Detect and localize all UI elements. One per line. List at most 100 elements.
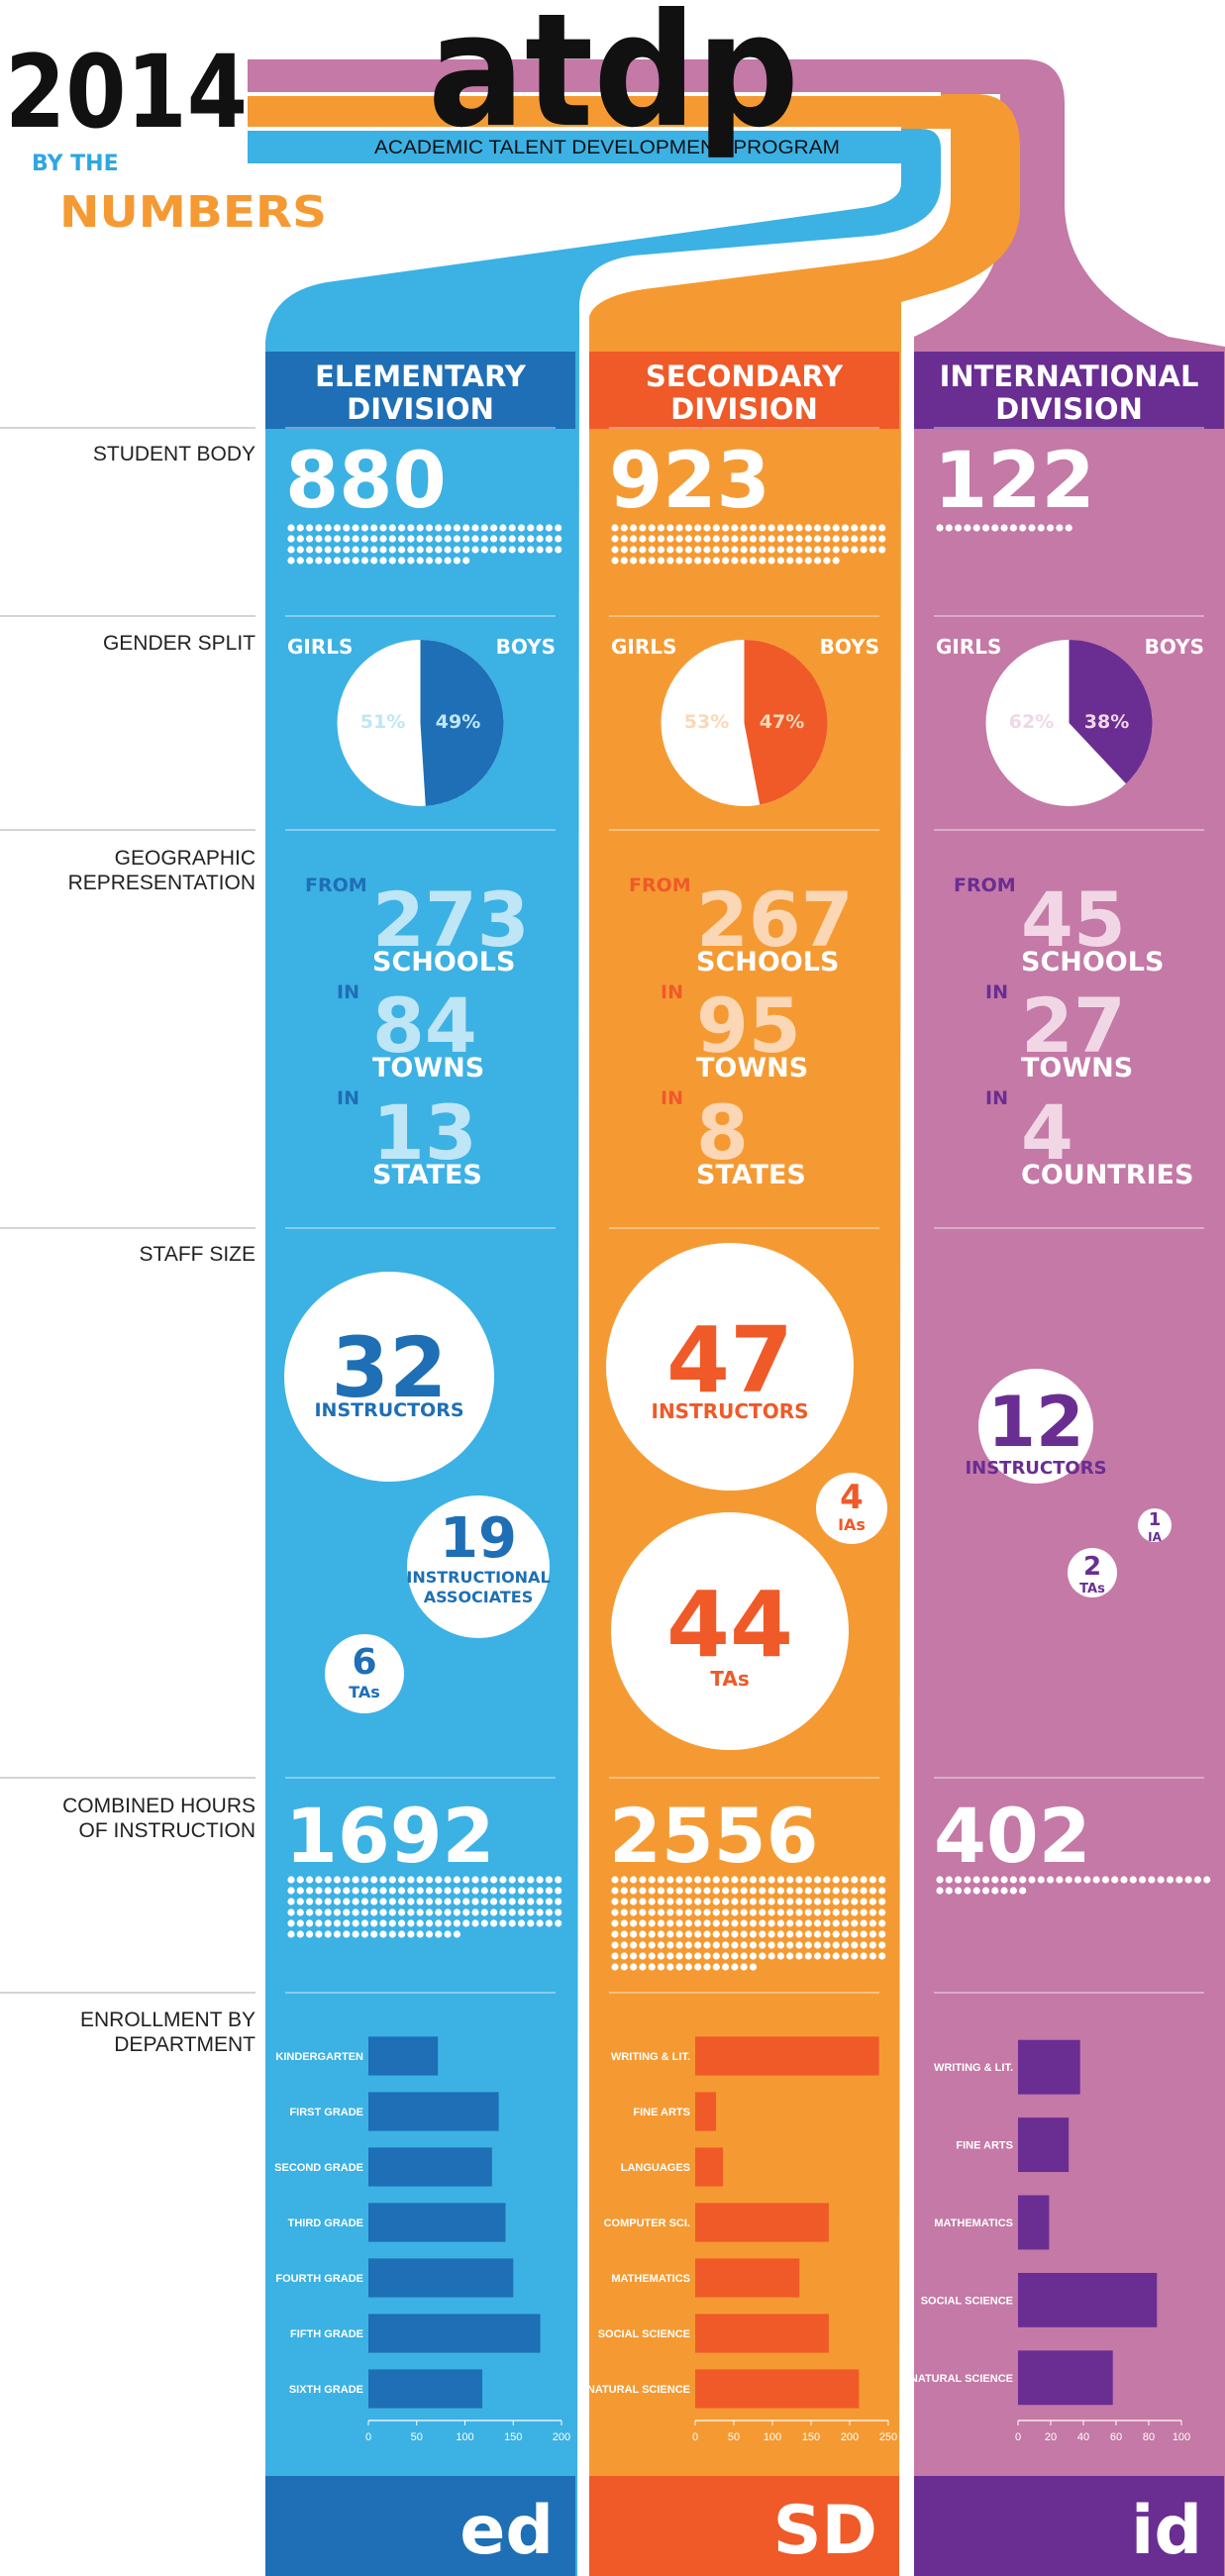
enrollment-bar: [1018, 2039, 1080, 2095]
student-dot: [287, 524, 295, 532]
hours-dot: [639, 1887, 647, 1895]
hours-dot: [407, 1876, 415, 1884]
student-dot: [731, 546, 739, 554]
student-dot: [648, 524, 656, 532]
hours-dot: [759, 1941, 766, 1949]
hours-dot: [703, 1930, 711, 1938]
hours-dot: [666, 1908, 674, 1916]
student-dot: [370, 524, 378, 532]
hours-dot: [703, 1919, 711, 1927]
hours-dot: [388, 1898, 396, 1906]
student-dot: [388, 557, 396, 565]
schools-label: SCHOOLS: [696, 947, 839, 978]
hours-dot: [740, 1919, 748, 1927]
hours-dot: [841, 1898, 850, 1906]
hours-dot: [1047, 1876, 1055, 1884]
tas-count: 2: [1083, 1552, 1101, 1582]
hours-dot: [694, 1898, 702, 1906]
student-dot: [296, 535, 304, 543]
enrollment-bar: [368, 2314, 541, 2353]
hours-dot: [731, 1898, 739, 1906]
hours-dot: [1111, 1876, 1119, 1884]
enrollment-bar: [368, 2147, 492, 2187]
hours-dot: [306, 1930, 314, 1938]
hours-dot: [712, 1887, 720, 1895]
hours-dot: [860, 1941, 868, 1949]
hours-dot: [814, 1919, 822, 1927]
hours-dot: [379, 1898, 387, 1906]
hours-dot: [814, 1930, 822, 1938]
hours-dot: [851, 1898, 859, 1906]
student-dot: [435, 546, 443, 554]
label-combined-hours: COMBINED HOURS: [62, 1795, 255, 1817]
student-dot: [555, 546, 562, 554]
hours-dot: [684, 1919, 693, 1927]
hours-dot: [639, 1919, 647, 1927]
student-dot: [388, 546, 396, 554]
student-dot: [703, 524, 711, 532]
tas-label: TAs: [1079, 1582, 1105, 1597]
hours-dot: [657, 1941, 665, 1949]
hours-dot: [841, 1930, 850, 1938]
hours-dot: [296, 1876, 304, 1884]
hours-dot: [712, 1963, 720, 1971]
student-dot: [703, 557, 711, 565]
hours-dot: [360, 1908, 368, 1916]
hours-dot: [684, 1952, 693, 1960]
hours-dot: [324, 1876, 332, 1884]
hours-dot: [648, 1908, 656, 1916]
hours-dot: [611, 1941, 619, 1949]
hours-dot: [1175, 1876, 1183, 1884]
student-dot: [1019, 524, 1027, 532]
hours-dot: [1000, 1887, 1008, 1895]
student-dot: [851, 535, 859, 543]
hours-dot: [611, 1919, 619, 1927]
category-label: WRITING & LIT.: [934, 2062, 1013, 2074]
student-dot: [712, 557, 720, 565]
student-dot: [508, 535, 516, 543]
category-label: SOCIAL SCIENCE: [598, 2328, 690, 2340]
hours-dot: [1019, 1887, 1027, 1895]
schools-label: SCHOOLS: [1021, 947, 1164, 978]
hours-dot: [480, 1898, 488, 1906]
in-label: IN: [337, 981, 359, 1003]
hours-dot: [1203, 1876, 1211, 1884]
student-dot: [370, 557, 378, 565]
student-dot: [776, 535, 785, 543]
student-dot: [767, 557, 775, 565]
student-dot: [841, 546, 850, 554]
enrollment-bar: [368, 2369, 483, 2409]
hours-dot: [639, 1930, 647, 1938]
hours-dot: [694, 1919, 702, 1927]
hours-dot: [786, 1952, 794, 1960]
gender-pie-boys: [1069, 640, 1153, 784]
hours-dot: [630, 1898, 638, 1906]
enrollment-chart: WRITING & LIT. FINE ARTS MATHEMATICS SOCIAL…: [910, 2039, 1190, 2443]
enrollment-bar: [695, 2092, 717, 2131]
hours-dot: [1101, 1876, 1109, 1884]
hours-dot: [740, 1876, 748, 1884]
girls-percent: 53%: [684, 711, 729, 733]
hours-dot: [860, 1898, 868, 1906]
hours-dot: [435, 1919, 443, 1927]
hours-dot: [795, 1952, 803, 1960]
hours-dot: [868, 1876, 877, 1884]
label-staff-size: STAFF SIZE: [140, 1243, 255, 1266]
student-dot: [675, 524, 683, 532]
hours-dot: [823, 1876, 831, 1884]
hours-dot: [795, 1930, 803, 1938]
student-dot: [703, 535, 711, 543]
hours-dot: [517, 1908, 526, 1916]
x-tick-label: 200: [841, 2431, 859, 2443]
hours-dot: [425, 1919, 434, 1927]
hours-dot: [630, 1930, 638, 1938]
towns-count: 95: [696, 981, 801, 1070]
label-student-body: STUDENT BODY: [93, 443, 255, 465]
hours-dot: [379, 1887, 387, 1895]
hours-dot: [611, 1952, 619, 1960]
hours-dot: [991, 1887, 999, 1895]
student-dot: [536, 524, 544, 532]
division-subtitle: DIVISION: [670, 392, 818, 426]
hours-dot: [453, 1887, 460, 1895]
